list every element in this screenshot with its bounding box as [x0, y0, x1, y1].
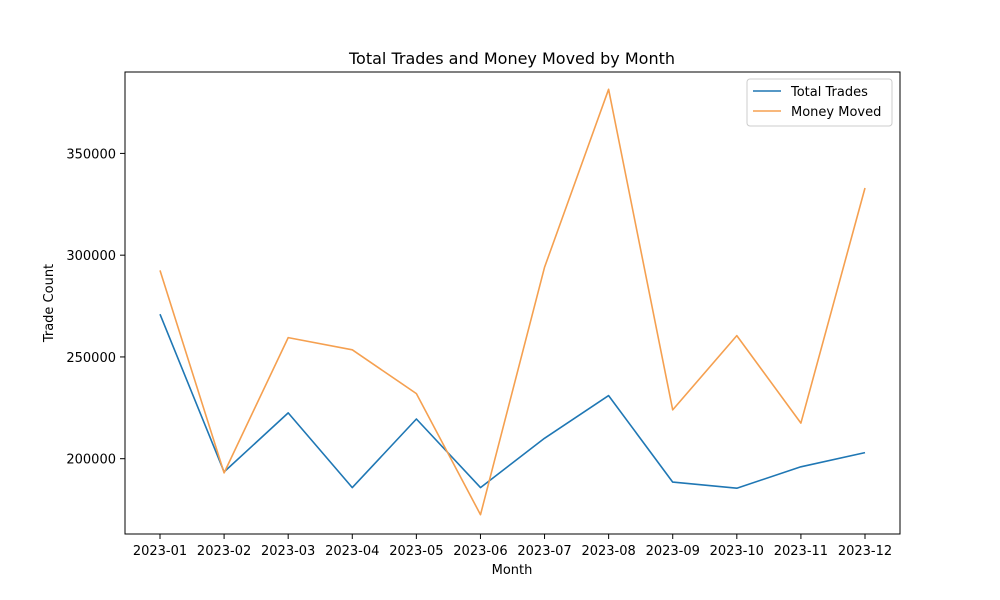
- x-tick-label: 2023-05: [389, 544, 443, 559]
- legend-label: Money Moved: [791, 105, 881, 120]
- y-tick-label: 200000: [66, 453, 116, 468]
- series-line-money-moved: [159, 88, 866, 516]
- x-tick-label: 2023-10: [710, 544, 764, 559]
- x-tick-label: 2023-03: [261, 544, 315, 559]
- y-tick-label: 250000: [66, 351, 116, 366]
- x-tick-label: 2023-12: [838, 544, 892, 559]
- series-lines: [159, 88, 866, 516]
- y-axis-title: Trade Count: [42, 264, 57, 343]
- x-axis: 2023-01 2023-02 2023-03 2023-04 2023-05 2023-…: [133, 534, 892, 559]
- x-tick-label: 2023-04: [325, 544, 379, 559]
- x-tick-label: 2023-07: [517, 544, 571, 559]
- y-axis: 200000 250000 300000 350000: [66, 147, 125, 468]
- plot-frame: [124, 71, 901, 535]
- x-tick-label: 2023-11: [774, 544, 828, 559]
- y-tick-label: 350000: [66, 147, 116, 162]
- x-tick-label: 2023-08: [581, 544, 635, 559]
- x-tick-label: 2023-01: [133, 544, 187, 559]
- y-tick-label: 300000: [66, 249, 116, 264]
- legend-label: Total Trades: [790, 85, 868, 100]
- series-line-total-trades: [159, 313, 866, 490]
- plot-area: 2023-01 2023-02 2023-03 2023-04 2023-05 2023-…: [66, 71, 901, 559]
- legend-box: [746, 78, 893, 127]
- x-tick-label: 2023-02: [197, 544, 251, 559]
- x-tick-label: 2023-06: [453, 544, 507, 559]
- x-tick-label: 2023-09: [646, 544, 700, 559]
- legend: Total Trades Money Moved: [746, 78, 893, 127]
- x-axis-title: Month: [492, 563, 533, 578]
- chart-title: Total Trades and Money Moved by Month: [348, 49, 675, 68]
